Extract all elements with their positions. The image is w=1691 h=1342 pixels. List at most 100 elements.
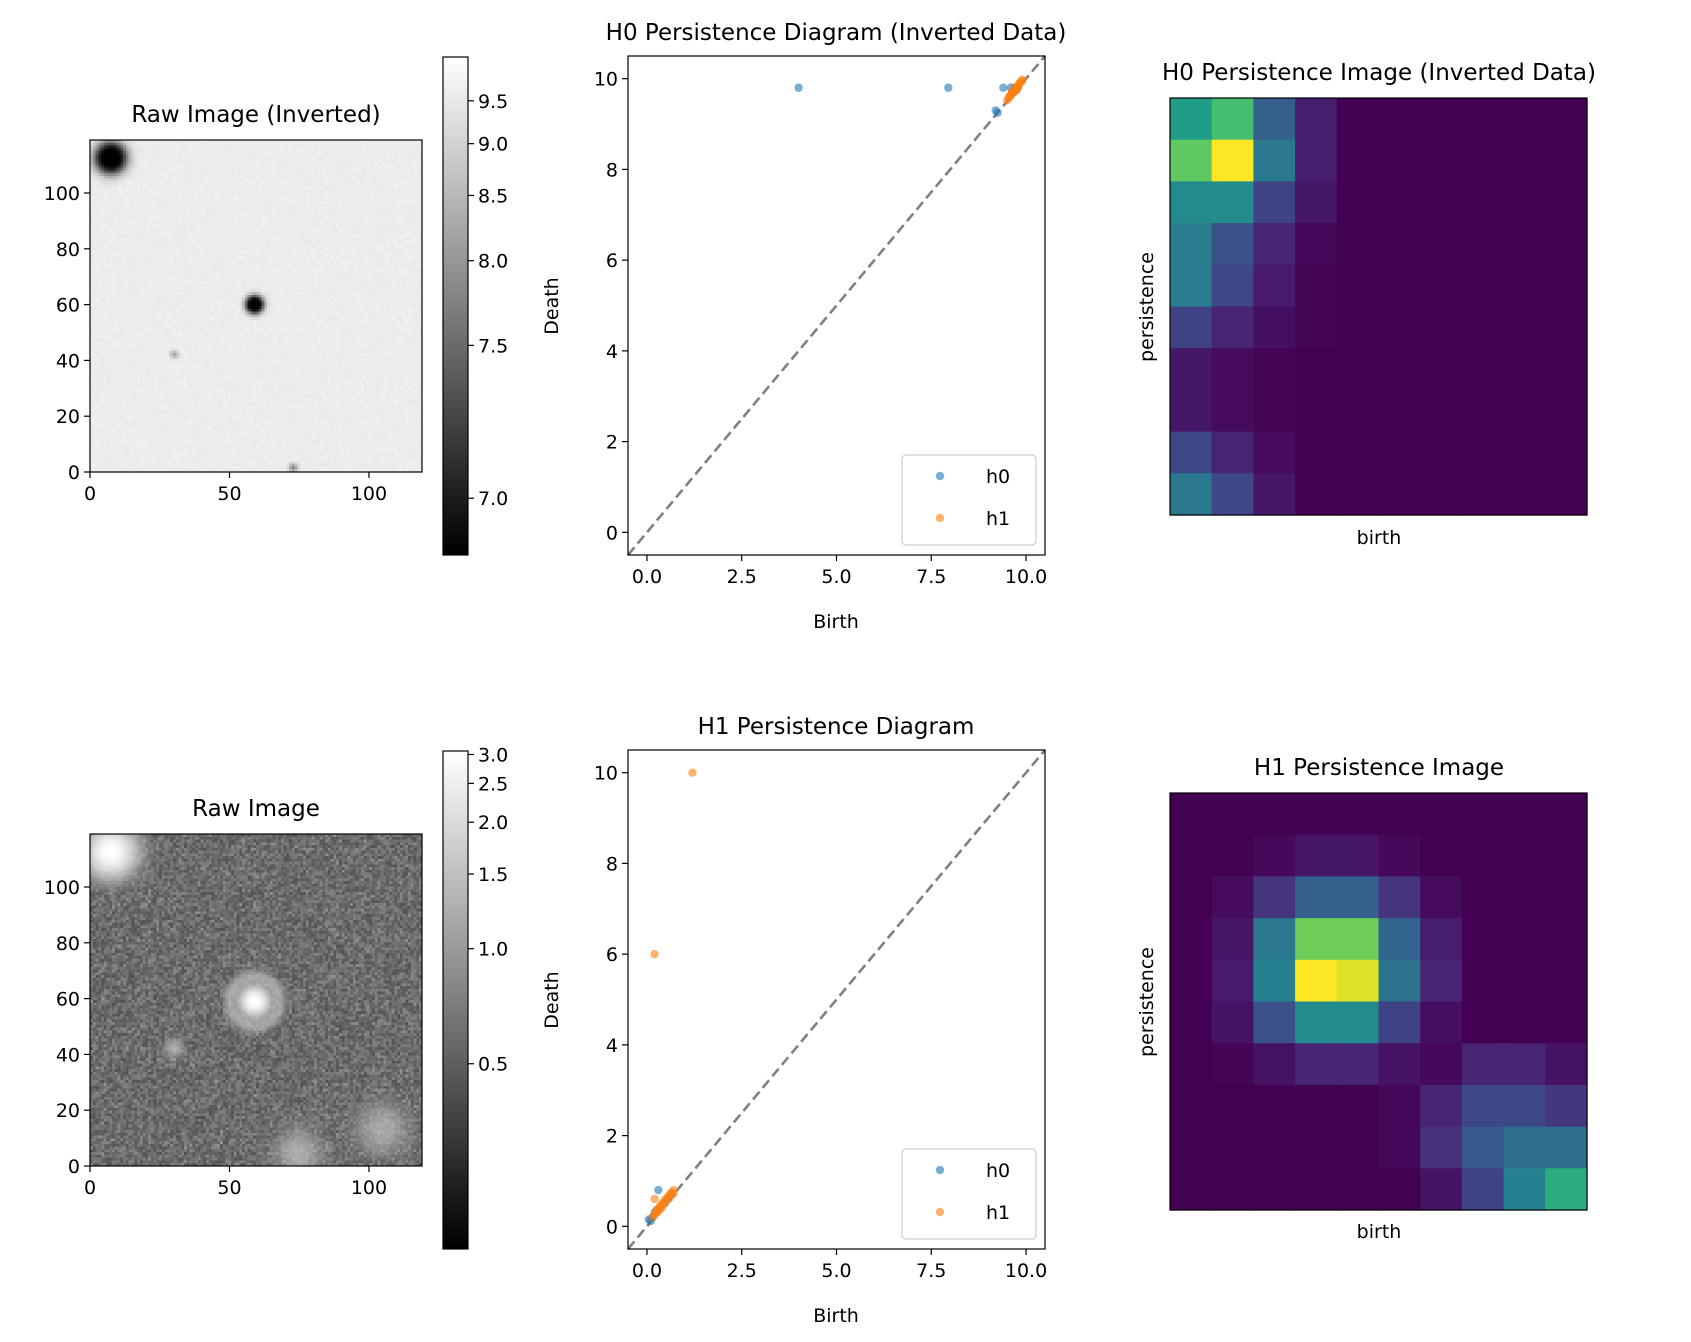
- heatmap-cell: [1378, 793, 1421, 836]
- heatmap-cell: [1420, 1001, 1463, 1044]
- heatmap-cell: [1545, 793, 1588, 836]
- heatmap-cell: [1378, 139, 1421, 182]
- heatmap-cell: [1170, 1001, 1213, 1044]
- heatmap-cell: [1336, 473, 1380, 516]
- h1-point: [650, 949, 659, 959]
- heatmap-cell: [1170, 1168, 1213, 1211]
- heatmap-cell: [1420, 98, 1463, 141]
- heatmap-cell: [1420, 473, 1463, 516]
- heatmap-cell: [1545, 348, 1588, 391]
- heatmap-cell: [1295, 98, 1338, 141]
- x-tick-label: 0: [84, 1177, 96, 1199]
- heatmap-cell: [1336, 1126, 1380, 1169]
- heatmap-cell: [1420, 1084, 1463, 1128]
- heatmap-cell: [1295, 793, 1338, 836]
- heatmap-cell: [1545, 181, 1588, 224]
- heatmap-cell: [1378, 1084, 1421, 1128]
- heatmap-cell: [1461, 181, 1505, 224]
- heatmap-cell: [1170, 876, 1213, 919]
- heatmap-cell: [1545, 306, 1588, 349]
- h0-point: [993, 108, 1002, 117]
- heatmap-cell: [1378, 1001, 1421, 1044]
- raw-colorbar-frame: [442, 750, 469, 1250]
- heatmap-cell: [1253, 348, 1296, 391]
- heatmap-cell: [1170, 98, 1213, 141]
- heatmap-cell: [1336, 1001, 1380, 1044]
- raw-colorbar: [443, 751, 468, 1249]
- heatmap-cell: [1295, 834, 1338, 877]
- y-tick-label: 10: [594, 69, 618, 91]
- raw-inverted-colorbar-frame: [442, 56, 469, 556]
- heatmap-cell: [1211, 834, 1254, 877]
- heatmap-cell: [1253, 959, 1296, 1003]
- h1-point: [1018, 75, 1027, 84]
- heatmap-cell: [1211, 959, 1254, 1003]
- x-tick-label: 2.5: [727, 1260, 757, 1282]
- heatmap-cell: [1295, 348, 1338, 391]
- y-tick-label: 0: [606, 1216, 618, 1238]
- heatmap-cell: [1503, 431, 1546, 474]
- heatmap-cell: [1378, 348, 1421, 391]
- heatmap-cell: [1503, 306, 1546, 349]
- heatmap-cell: [1336, 264, 1380, 308]
- y-tick-label: 4: [606, 341, 618, 363]
- h0-image-ylabel: persistence: [1136, 252, 1158, 362]
- heatmap-cell: [1420, 793, 1463, 836]
- heatmap-cell: [1295, 306, 1338, 349]
- y-tick-label: 20: [56, 406, 80, 428]
- heatmap-cell: [1545, 1043, 1588, 1086]
- heatmap-cell: [1545, 1168, 1588, 1211]
- heatmap-cell: [1253, 1043, 1296, 1086]
- heatmap-cell: [1211, 918, 1254, 961]
- h1-diagram-legend-h0-marker: [935, 1165, 945, 1175]
- y-tick-label: 80: [56, 239, 80, 261]
- colorbar-tick-label: 1.0: [478, 939, 508, 961]
- heatmap-cell: [1211, 1084, 1254, 1128]
- heatmap-cell: [1461, 1126, 1505, 1169]
- y-tick-label: 8: [606, 159, 618, 181]
- heatmap-cell: [1253, 389, 1296, 433]
- h1-diagram-legend-box: [901, 1148, 1037, 1240]
- y-tick-label: 100: [44, 183, 80, 205]
- x-tick-label: 0.0: [632, 1260, 662, 1282]
- h1-image-panel: H1 Persistence Image birth persistence: [1136, 755, 1588, 1243]
- heatmap-cell: [1253, 98, 1296, 141]
- heatmap-cell: [1503, 139, 1546, 182]
- x-tick-label: 7.5: [916, 1260, 946, 1282]
- heatmap-cell: [1170, 264, 1213, 308]
- heatmap-cell: [1461, 264, 1505, 308]
- heatmap-cell: [1461, 1001, 1505, 1044]
- heatmap-cell: [1503, 348, 1546, 391]
- colorbar-tick-label: 3.0: [478, 744, 508, 766]
- heatmap-cell: [1420, 876, 1463, 919]
- heatmap-cell: [1336, 306, 1380, 349]
- heatmap-cell: [1461, 793, 1505, 836]
- raw-title: Raw Image: [192, 796, 320, 822]
- h1-diagram-frame: [627, 749, 1046, 1250]
- heatmap-cell: [1295, 1126, 1338, 1169]
- y-tick-label: 20: [56, 1100, 80, 1122]
- y-tick-label: 2: [606, 1126, 618, 1148]
- x-tick-label: 0: [84, 483, 96, 505]
- heatmap-cell: [1503, 1084, 1546, 1128]
- x-tick-label: 50: [217, 1177, 241, 1199]
- y-tick-label: 60: [56, 295, 80, 317]
- heatmap-cell: [1253, 431, 1296, 474]
- heatmap-cell: [1378, 98, 1421, 141]
- heatmap-cell: [1170, 181, 1213, 224]
- h0-point: [794, 83, 803, 92]
- heatmap-cell: [1295, 389, 1338, 433]
- colorbar-tick-label: 8.5: [478, 185, 508, 207]
- raw-frame: [89, 833, 423, 1167]
- heatmap-cell: [1503, 834, 1546, 877]
- h0-image-frame: [1169, 97, 1588, 516]
- h0-diagram-plot: 0.0 2.5 5.0 7.5 10.0 0 2 4 6 8 10: [594, 55, 1047, 588]
- heatmap-cell: [1461, 876, 1505, 919]
- heatmap-cell: [1211, 306, 1254, 349]
- h0-diagram-legend-h1-marker: [935, 513, 945, 523]
- h0-image-grid: [1170, 98, 1588, 516]
- heatmap-cell: [1420, 918, 1463, 961]
- heatmap-cell: [1211, 1043, 1254, 1086]
- heatmap-cell: [1503, 1168, 1546, 1211]
